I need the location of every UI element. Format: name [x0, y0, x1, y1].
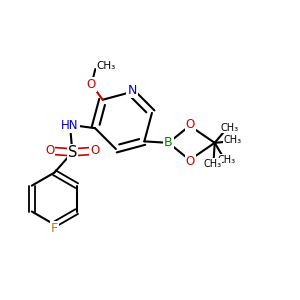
Text: CH₃: CH₃ [221, 122, 239, 133]
Text: O: O [90, 144, 100, 157]
Text: O: O [87, 78, 96, 91]
Text: N: N [127, 84, 137, 98]
Text: F: F [51, 221, 58, 235]
Text: CH₃: CH₃ [203, 159, 221, 169]
Text: O: O [186, 118, 195, 131]
Text: HN: HN [61, 119, 79, 132]
Text: CH₃: CH₃ [97, 61, 116, 71]
Text: CH₃: CH₃ [218, 155, 236, 165]
Text: O: O [45, 144, 54, 157]
Text: CH₃: CH₃ [223, 136, 242, 146]
Text: O: O [186, 154, 195, 168]
Text: S: S [68, 145, 77, 160]
Text: B: B [164, 136, 173, 149]
